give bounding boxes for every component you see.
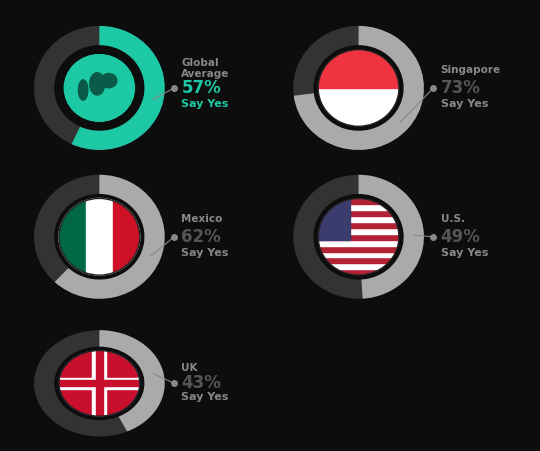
Bar	[318, 269, 399, 275]
Circle shape	[318, 198, 399, 275]
Bar	[113, 198, 140, 275]
Wedge shape	[99, 330, 165, 432]
Circle shape	[318, 50, 399, 126]
Text: Say Yes: Say Yes	[441, 99, 488, 109]
Text: Global: Global	[181, 58, 219, 68]
FancyArrowPatch shape	[57, 349, 141, 418]
Bar	[318, 210, 399, 216]
Bar	[318, 198, 350, 240]
Text: Average: Average	[181, 69, 229, 79]
Text: Say Yes: Say Yes	[181, 248, 229, 258]
Text: 49%: 49%	[441, 228, 481, 246]
Text: 73%: 73%	[441, 79, 481, 97]
Text: Mexico: Mexico	[181, 214, 222, 224]
Text: 62%: 62%	[181, 228, 221, 246]
Wedge shape	[293, 26, 424, 150]
Bar	[318, 240, 399, 246]
Text: U.S.: U.S.	[441, 214, 464, 224]
Bar	[318, 258, 399, 263]
Ellipse shape	[78, 80, 88, 100]
Bar	[318, 50, 399, 88]
FancyArrowPatch shape	[57, 349, 141, 418]
Bar	[96, 350, 103, 416]
Bar	[318, 234, 399, 240]
Circle shape	[59, 350, 140, 416]
Wedge shape	[55, 175, 165, 299]
Text: Say Yes: Say Yes	[181, 99, 229, 109]
Text: Singapore: Singapore	[441, 65, 501, 75]
Ellipse shape	[100, 74, 117, 88]
FancyArrowPatch shape	[57, 349, 141, 418]
Wedge shape	[34, 330, 165, 437]
Bar	[318, 222, 399, 228]
Bar	[59, 380, 140, 387]
Bar	[318, 246, 399, 252]
Ellipse shape	[90, 73, 105, 95]
Bar	[92, 350, 106, 416]
Wedge shape	[294, 26, 424, 150]
Bar	[86, 198, 113, 275]
Bar	[318, 204, 399, 210]
FancyArrowPatch shape	[57, 349, 141, 418]
Bar	[318, 263, 399, 269]
Bar	[59, 377, 140, 389]
Circle shape	[64, 55, 134, 121]
Wedge shape	[293, 175, 424, 299]
Bar	[59, 198, 86, 275]
Text: 43%: 43%	[181, 374, 221, 392]
Text: Say Yes: Say Yes	[441, 248, 488, 258]
Circle shape	[57, 47, 142, 129]
Wedge shape	[71, 26, 165, 150]
Text: 57%: 57%	[181, 79, 221, 97]
Bar	[318, 252, 399, 258]
Wedge shape	[359, 175, 424, 299]
Circle shape	[59, 198, 140, 275]
Wedge shape	[34, 26, 165, 150]
Wedge shape	[34, 175, 165, 299]
Text: UK: UK	[181, 363, 198, 373]
Text: Say Yes: Say Yes	[181, 392, 229, 402]
Bar	[318, 228, 399, 234]
Bar	[318, 198, 399, 204]
Bar	[318, 216, 399, 222]
